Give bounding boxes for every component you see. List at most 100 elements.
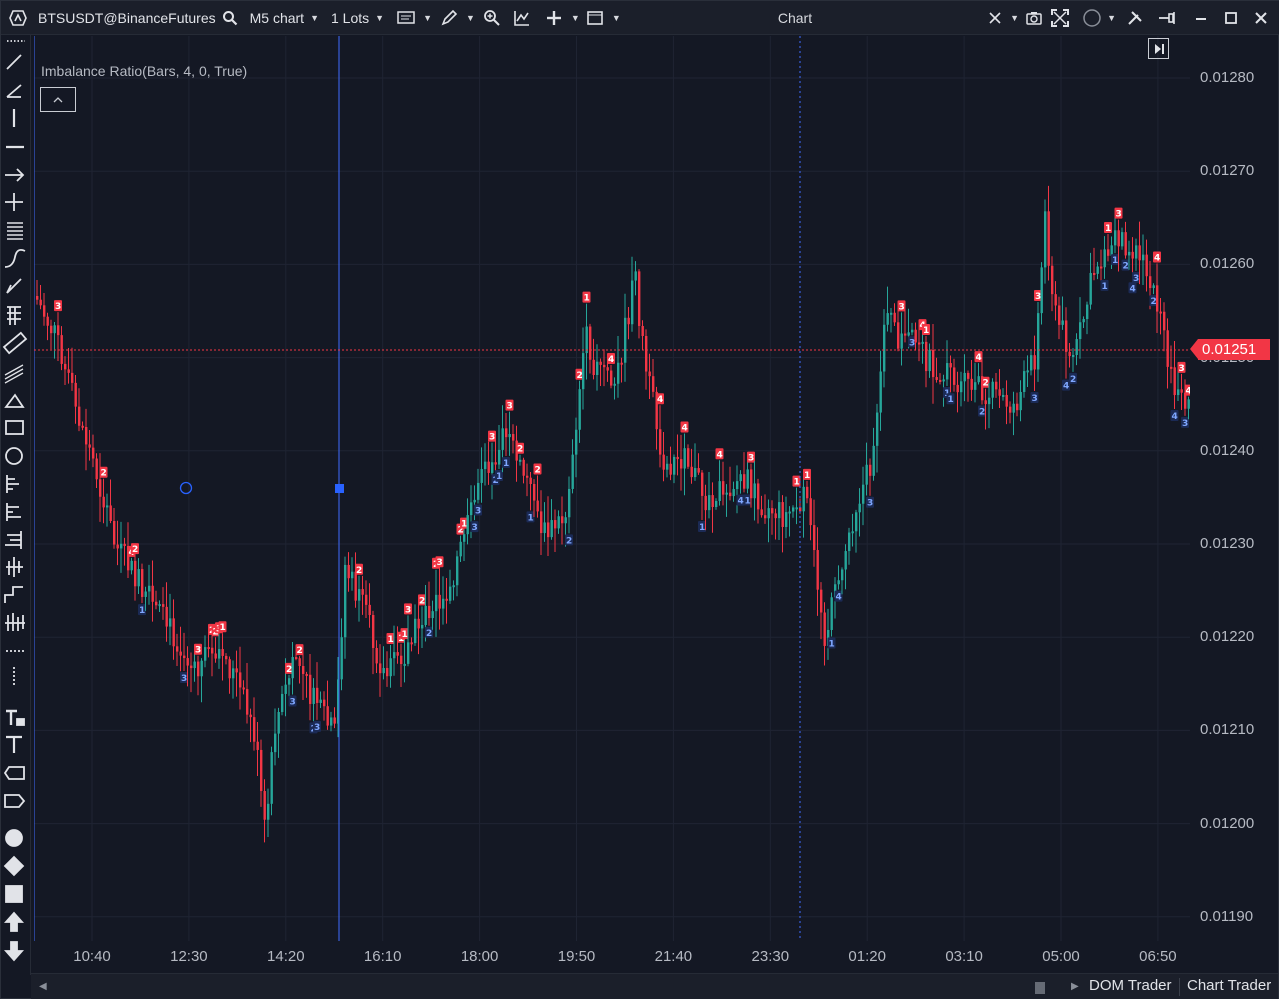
parallel-lines-icon[interactable] (4, 364, 24, 384)
candle-body (368, 604, 371, 616)
rectangle-tool-icon[interactable] (5, 420, 24, 435)
color-circle-icon[interactable] (1081, 7, 1103, 29)
ruler-icon[interactable] (2, 331, 28, 355)
time-axis[interactable]: 10:40 12:30 14:20 16:10 18:00 19:50 21:40 23:30… (34, 941, 1190, 973)
candle-body (578, 389, 581, 430)
candle-body (1058, 305, 1061, 325)
candle-tool-icon[interactable] (6, 557, 23, 577)
brush-tool-icon[interactable] (6, 278, 22, 294)
price-axis[interactable]: 0.012800.012700.012600.012500.012400.012… (1190, 36, 1278, 941)
candle-body (1166, 330, 1169, 367)
imbalance-marker-bg (607, 352, 615, 364)
text-lock-icon[interactable] (6, 709, 25, 726)
search-icon[interactable] (219, 7, 241, 29)
diamond-marker-icon[interactable] (3, 855, 25, 877)
arrow-tool-icon[interactable] (5, 168, 25, 182)
layout-icon[interactable] (584, 7, 606, 29)
candle-body (456, 556, 459, 586)
candle-body (928, 349, 931, 372)
indicator-label[interactable]: Imbalance Ratio(Bars, 4, 0, True) (41, 63, 248, 79)
crosshair-icon[interactable] (984, 7, 1006, 29)
dot-marker-icon[interactable] (5, 829, 23, 847)
text-tool-icon[interactable] (6, 735, 22, 753)
pin-icon[interactable] (1156, 7, 1178, 29)
symbol-selector[interactable]: BTSUSDT@BinanceFutures (35, 1, 219, 35)
candle-body (998, 389, 1001, 396)
candle-body (823, 612, 826, 646)
square-marker-icon[interactable] (5, 885, 23, 903)
triangle-tool-icon[interactable] (4, 393, 25, 408)
candle-body (1002, 394, 1005, 397)
candle-body (725, 492, 728, 495)
imbalance-marker: 3 (489, 433, 495, 443)
line-tool-icon[interactable] (6, 54, 22, 70)
maximize-icon[interactable] (1220, 7, 1242, 29)
imbalance-marker: 2 (535, 466, 541, 476)
tab-dom-trader[interactable]: DOM Trader (1089, 977, 1172, 994)
price-chart[interactable]: 3242133223123223211132223213332113212221… (33, 36, 1193, 941)
candle-body (1145, 254, 1148, 277)
tab-chart-trader[interactable]: Chart Trader (1187, 977, 1272, 994)
chevron-down-icon[interactable]: ▼ (1010, 13, 1020, 23)
chevron-down-icon[interactable]: ▼ (611, 12, 621, 23)
chart-type-icon[interactable] (395, 7, 417, 29)
lots-dropdown[interactable]: 1 Lots ▼ (328, 1, 387, 35)
arrow-up-marker-icon[interactable] (3, 911, 25, 932)
candle-body (610, 370, 613, 386)
candle-body (218, 649, 221, 659)
time-tick: 18:00 (460, 948, 499, 965)
label-tag-icon[interactable] (4, 794, 26, 808)
chevron-down-icon[interactable]: ▼ (1107, 13, 1116, 23)
tools-icon[interactable] (1124, 7, 1146, 29)
app-logo-icon (7, 7, 29, 29)
candle-body (144, 591, 147, 597)
step-tool-icon[interactable] (4, 586, 23, 603)
timeframe-dropdown[interactable]: M5 chart ▼ (247, 1, 322, 35)
line-handle[interactable] (335, 484, 344, 493)
circle-tool-icon[interactable] (5, 447, 23, 465)
candle-body (1093, 272, 1096, 275)
pencil-icon[interactable] (438, 7, 460, 29)
angle-tool-icon[interactable] (6, 84, 22, 98)
chevron-down-icon[interactable]: ▼ (423, 12, 432, 23)
imbalance-marker-bg (495, 469, 503, 481)
horizontal-scrollbar[interactable]: ◀ ▶ (33, 977, 1083, 997)
zoom-icon[interactable] (481, 7, 503, 29)
price-label-icon[interactable] (3, 766, 25, 780)
candlestick-plot[interactable]: 3242133223123223211132223213332113212221… (33, 36, 1193, 941)
fibonacci-icon[interactable] (7, 222, 23, 240)
volume-profile-icon[interactable] (6, 475, 19, 493)
fullscreen-icon[interactable] (1049, 7, 1071, 29)
scroll-right-icon[interactable]: ▶ (1071, 981, 1079, 992)
candle-body (81, 425, 84, 428)
pitchfork-icon[interactable] (7, 306, 21, 325)
scroll-to-end-button[interactable] (1148, 38, 1169, 59)
list-tool-icon[interactable] (5, 531, 22, 549)
candle-body (78, 406, 81, 426)
candle-body (1075, 339, 1078, 355)
indicators-icon[interactable] (511, 7, 533, 29)
chevron-down-icon[interactable]: ▼ (465, 12, 475, 23)
candle-body (344, 564, 347, 638)
collapse-button[interactable] (40, 87, 76, 112)
add-icon[interactable] (543, 7, 565, 29)
chevron-down-icon[interactable]: ▼ (570, 12, 580, 23)
scroll-thumb[interactable] (1035, 982, 1045, 994)
imbalance-marker: 3 (314, 723, 320, 733)
minimize-icon[interactable] (1190, 7, 1212, 29)
candle-body (421, 624, 424, 629)
candle-body (568, 488, 571, 518)
curve-tool-icon[interactable] (4, 248, 26, 268)
close-icon[interactable] (1250, 7, 1272, 29)
arrow-down-marker-icon[interactable] (3, 941, 25, 962)
cross-tool-icon[interactable] (5, 193, 23, 211)
candle-body (1142, 254, 1145, 261)
scroll-left-icon[interactable]: ◀ (39, 981, 47, 992)
line-handle-circle[interactable] (179, 481, 193, 495)
volume-profile-2-icon[interactable] (6, 503, 21, 521)
imbalance-marker-bg (505, 399, 514, 411)
candle-body (757, 483, 760, 510)
multi-candle-icon[interactable] (5, 613, 25, 631)
camera-icon[interactable] (1023, 7, 1045, 29)
candle-body (1019, 391, 1022, 411)
